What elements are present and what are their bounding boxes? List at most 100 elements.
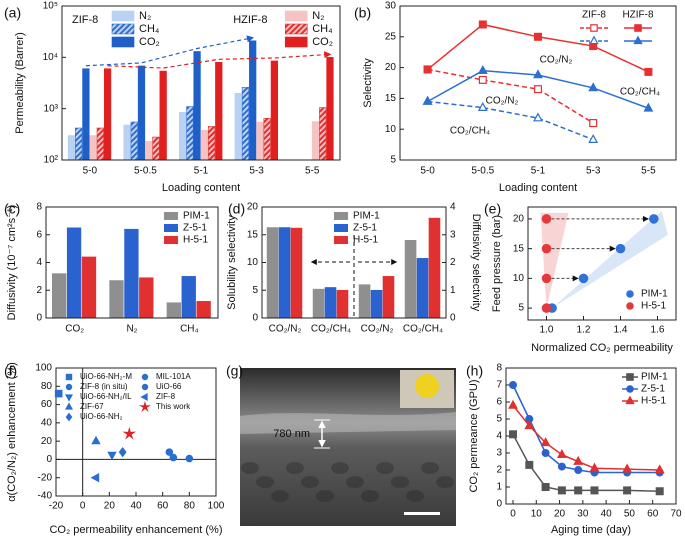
- legend-marker: [634, 24, 642, 32]
- legend-label: PIM-1: [353, 211, 380, 222]
- point: [556, 449, 567, 459]
- legend-swatch: [164, 236, 178, 244]
- y-tick-label: 10⁵: [43, 1, 58, 12]
- point: [477, 65, 488, 75]
- y-tick-label: 15: [513, 243, 525, 254]
- sem-texture: [391, 476, 409, 488]
- y-tick-label: 6: [36, 229, 42, 240]
- point: [557, 486, 566, 495]
- y-tick-label: -20: [38, 472, 53, 483]
- legend-marker: [141, 383, 149, 391]
- legend-label: PIM-1: [641, 289, 668, 300]
- bar: [428, 217, 441, 319]
- panel-label: (e): [484, 201, 501, 217]
- bar: [66, 227, 82, 319]
- x-tick-label: 70: [670, 509, 682, 520]
- x-tick-label: 40: [601, 509, 613, 520]
- bar: [256, 121, 264, 161]
- legend-swatch: [111, 23, 135, 35]
- x-tick-label: 40: [130, 501, 142, 512]
- legend-label: PIM-1: [641, 372, 668, 383]
- point: [644, 67, 653, 76]
- series-line: [512, 433, 660, 492]
- point: [508, 430, 517, 439]
- x-tick-label: 5-3: [249, 166, 264, 177]
- trend-wedge: [552, 210, 668, 309]
- y-axis-label: Diffusivity (10⁻⁷ cm²s⁻¹): [6, 205, 18, 321]
- legend-marker: [65, 373, 73, 381]
- bar: [278, 227, 291, 319]
- bar: [67, 135, 76, 161]
- y-tick-label: 10: [385, 124, 397, 135]
- scale-bar: [404, 512, 440, 515]
- plot-frame: [527, 206, 677, 321]
- point: [541, 243, 552, 254]
- legend-marker: [64, 394, 74, 402]
- x-tick-label: -20: [49, 501, 64, 512]
- bar: [82, 68, 90, 161]
- legend-label: H-5-1: [641, 396, 666, 407]
- y-tick-label: 2: [496, 465, 502, 476]
- legend-label: UiO-66-NH₂/IL: [80, 392, 132, 401]
- trend-line: [107, 51, 332, 69]
- legend-label: UiO-66: [156, 382, 182, 391]
- bar: [145, 141, 153, 161]
- bar: [179, 111, 187, 161]
- bar: [290, 227, 303, 319]
- y-tick-label: 5: [518, 303, 524, 314]
- y-axis-label: Feed pressure (bar): [491, 215, 503, 312]
- legend-label: ZIF-8: [156, 392, 176, 401]
- y-tick-label: 10³: [44, 103, 59, 114]
- point: [615, 243, 626, 254]
- sem-texture: [286, 462, 304, 474]
- legend-marker: [65, 383, 73, 391]
- legend-marker: [626, 302, 634, 310]
- bar: [234, 92, 242, 161]
- bar: [336, 289, 349, 319]
- x-tick-label: 5-0: [420, 166, 435, 177]
- bar: [241, 87, 250, 161]
- x-tick-label: CO₂/N₂: [269, 324, 302, 335]
- x-tick-label: 1.0: [540, 325, 554, 336]
- y-tick-label: 1: [496, 482, 502, 493]
- y2-tick-label: 4: [450, 202, 456, 213]
- legend-marker: [139, 400, 151, 413]
- legend-marker: [65, 412, 73, 422]
- x-tick-label: 20: [554, 509, 566, 520]
- legend-swatch: [164, 224, 178, 232]
- trend-line: [85, 35, 255, 67]
- legend-label: CO₂: [312, 36, 333, 48]
- y-tick-label: 5: [390, 155, 396, 166]
- x-tick-label: 20: [104, 501, 116, 512]
- y-tick-label: 10: [247, 257, 259, 268]
- legend-label: CH₄: [312, 23, 333, 35]
- point: [165, 448, 174, 456]
- panel-label: (f): [4, 363, 17, 379]
- point: [478, 20, 487, 29]
- bar: [263, 117, 271, 161]
- point: [541, 214, 552, 224]
- y-tick-label: 60: [41, 399, 53, 410]
- y-axis-label: Permeability (Barrer): [14, 32, 26, 133]
- sem-texture: [316, 490, 334, 502]
- y-tick-label: 0: [252, 313, 258, 324]
- point: [118, 446, 127, 458]
- y-tick-label: 2: [36, 285, 42, 296]
- x-tick-label: 5-1: [531, 166, 546, 177]
- bar: [270, 60, 279, 161]
- legend-swatch: [284, 23, 308, 35]
- legend-label: N₂: [139, 10, 151, 22]
- point: [589, 119, 598, 128]
- point: [533, 69, 543, 79]
- x-tick-label: CO₂/CH₄: [403, 324, 443, 335]
- legend-swatch: [284, 36, 308, 48]
- y-tick-label: 8: [496, 363, 502, 374]
- sem-texture: [271, 490, 289, 502]
- x-tick-label: 1.2: [577, 325, 591, 336]
- bar: [326, 57, 334, 161]
- series-label: CO₂/CH₄: [450, 126, 490, 137]
- legend-label: N₂: [312, 10, 324, 22]
- point: [541, 449, 550, 458]
- point: [588, 134, 599, 143]
